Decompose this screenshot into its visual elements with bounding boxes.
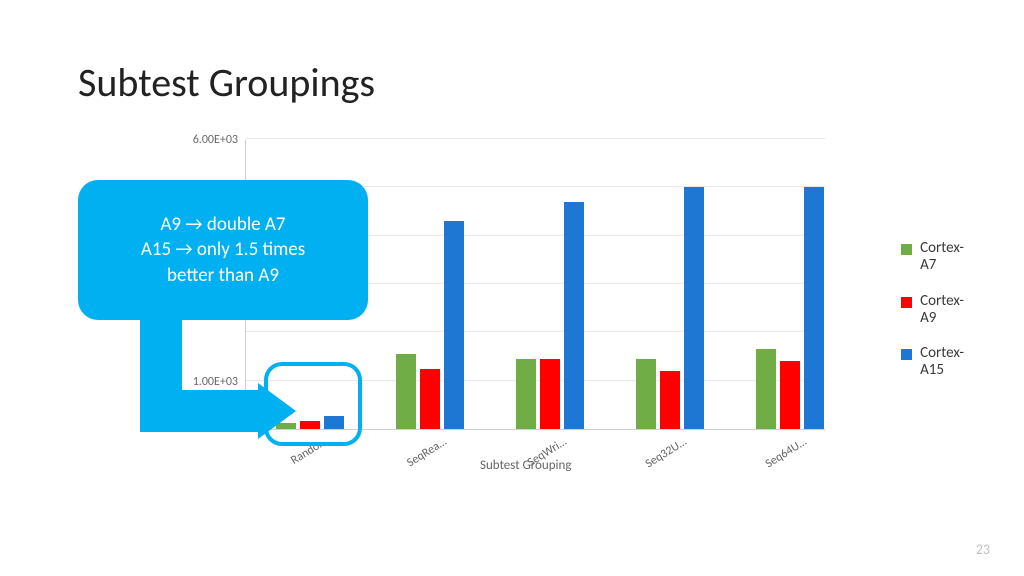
legend-item: Cortex-A9 xyxy=(901,293,964,328)
callout-line: A15 → only 1.5 times xyxy=(141,237,305,263)
callout-arrow-head-icon xyxy=(258,383,296,439)
chart-bar xyxy=(444,221,464,429)
x-tick-label: Seq32U… xyxy=(614,435,689,489)
callout-line: better than A9 xyxy=(167,263,279,289)
page-title: Subtest Groupings xyxy=(78,58,375,107)
chart-bar xyxy=(396,354,416,429)
x-axis-title: Subtest Grouping xyxy=(480,458,571,473)
legend-label: Cortex-A15 xyxy=(920,345,964,380)
gridline xyxy=(246,331,825,332)
callout-arrow-horizontal xyxy=(140,390,260,432)
x-tick-label: SeqRea… xyxy=(374,435,449,489)
callout-line: A9 → double A7 xyxy=(160,212,285,238)
chart-legend: Cortex-A7 Cortex-A9 Cortex-A15 xyxy=(901,240,964,398)
legend-label: Cortex-A7 xyxy=(920,240,964,275)
chart-bar xyxy=(684,187,704,429)
chart-bar xyxy=(516,359,536,429)
annotation-callout: A9 → double A7A15 → only 1.5 timesbetter… xyxy=(78,180,368,320)
y-tick-label: 6.00E+03 xyxy=(168,133,238,147)
page-number: 23 xyxy=(976,541,990,558)
gridline xyxy=(246,138,825,139)
legend-label: Cortex-A9 xyxy=(920,293,964,328)
chart-bar xyxy=(804,187,824,429)
chart-bar xyxy=(420,369,440,429)
chart-bar xyxy=(660,371,680,429)
chart-bar xyxy=(780,361,800,429)
x-tick-label: Seq64U… xyxy=(734,435,809,489)
legend-swatch-icon xyxy=(901,297,912,308)
chart-bar xyxy=(564,202,584,429)
chart-bar xyxy=(540,359,560,429)
legend-item: Cortex-A7 xyxy=(901,240,964,275)
legend-item: Cortex-A15 xyxy=(901,345,964,380)
chart-bar xyxy=(756,349,776,429)
legend-swatch-icon xyxy=(901,244,912,255)
legend-swatch-icon xyxy=(901,349,912,360)
chart-bar xyxy=(636,359,656,429)
